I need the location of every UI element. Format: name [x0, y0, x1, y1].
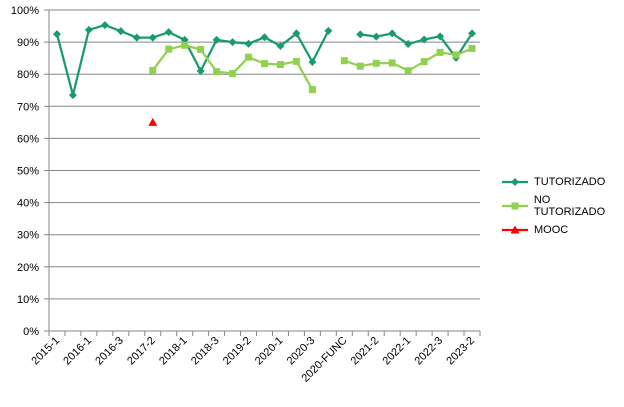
x-tick-label: 2020-1: [253, 335, 286, 368]
data-point: [149, 66, 157, 74]
x-tick-label: 2016-3: [93, 335, 126, 368]
x-tick-label: 2015-1: [29, 335, 62, 368]
data-point: [324, 26, 333, 35]
x-tick-label: 2022-3: [412, 335, 445, 368]
legend-marker: [511, 178, 519, 186]
data-point: [229, 70, 237, 78]
data-point: [148, 117, 158, 126]
legend-swatch: [502, 178, 528, 186]
legend-item: TUTORIZADO: [500, 170, 624, 194]
y-axis-tick-labels: 0% 10% 20% 30% 40% 50% 60% 70% 80% 90% 100%: [11, 5, 39, 338]
data-point: [468, 45, 476, 53]
data-point: [100, 21, 109, 30]
y-tick-label: 0%: [23, 326, 39, 338]
y-tick-label: 90%: [17, 37, 39, 49]
data-point: [213, 68, 221, 76]
x-tick-label: 2022-1: [381, 335, 414, 368]
series-line: [55, 23, 330, 97]
x-tick-label: 2018-1: [157, 335, 190, 368]
data-point: [164, 28, 173, 37]
data-point: [244, 39, 253, 48]
legend-label: NO TUTORIZADO: [533, 194, 606, 218]
x-tick-label: 2016-1: [61, 335, 94, 368]
y-tick-label: 20%: [17, 262, 39, 274]
data-point: [116, 27, 125, 36]
data-point: [196, 66, 205, 75]
x-tick-label: 2021-2: [349, 335, 382, 368]
data-point: [404, 40, 413, 49]
y-tick-label: 40%: [17, 198, 39, 210]
series-mooc: [148, 117, 158, 126]
data-point: [181, 41, 189, 49]
data-point: [404, 67, 412, 75]
legend-swatch: [502, 225, 528, 234]
data-point: [261, 60, 268, 68]
data-point: [292, 57, 300, 65]
data-point: [148, 33, 157, 42]
y-tick-label: 50%: [17, 166, 39, 178]
data-point: [84, 25, 93, 34]
data-point: [356, 30, 365, 39]
data-point: [420, 35, 429, 44]
gridlines: [49, 9, 480, 300]
data-point: [420, 58, 428, 66]
data-point: [356, 62, 364, 70]
data-point: [228, 38, 237, 47]
data-point: [308, 58, 317, 67]
data-point: [308, 86, 316, 94]
legend-item: MOOC: [500, 218, 624, 242]
data-point: [388, 29, 397, 38]
legend: TUTORIZADO NO TUTORIZADO MOOC: [500, 170, 624, 242]
x-tick-label: 2018-3: [189, 335, 222, 368]
data-point: [52, 30, 61, 39]
y-tick-label: 100%: [11, 5, 39, 17]
series-line: [151, 44, 314, 91]
x-tick-label: 2023-2: [444, 335, 477, 368]
y-tick-label: 60%: [17, 133, 39, 145]
x-tick-label: 2019-2: [221, 335, 254, 368]
data-point: [436, 32, 445, 41]
legend-marker: [511, 202, 519, 210]
data-point: [276, 41, 285, 50]
data-point: [197, 45, 205, 53]
series-no-tutorizado: [149, 41, 476, 94]
y-tick-label: 70%: [17, 101, 39, 113]
axes: [44, 9, 481, 336]
legend-marker: [510, 225, 520, 234]
data-point: [436, 48, 444, 56]
data-point: [452, 51, 460, 59]
legend-label: MOOC: [534, 224, 569, 236]
y-tick-label: 30%: [17, 230, 39, 242]
data-point: [132, 33, 141, 42]
legend-item: NO TUTORIZADO: [500, 194, 624, 218]
x-axis-tick-labels: 2015-1 2016-1 2016-3 2017-2 2018-1 2018-3 2019…: [29, 335, 477, 385]
y-tick-label: 80%: [17, 69, 39, 81]
data-point: [292, 29, 301, 38]
series-tutorizado: [52, 21, 477, 100]
data-point: [388, 59, 396, 67]
data-point: [276, 61, 284, 69]
data-point: [372, 32, 381, 41]
data-point: [212, 35, 221, 44]
data-point: [340, 57, 348, 65]
x-tick-label: 2017-2: [125, 335, 158, 368]
data-point: [260, 33, 269, 42]
data-point: [468, 29, 477, 38]
legend-label: TUTORIZADO: [534, 176, 606, 188]
series-layer: [52, 21, 477, 126]
data-point: [245, 53, 253, 61]
data-point: [165, 45, 173, 53]
data-point: [68, 91, 77, 100]
data-point: [372, 59, 380, 67]
y-tick-label: 10%: [17, 294, 39, 306]
legend-swatch: [502, 202, 528, 210]
